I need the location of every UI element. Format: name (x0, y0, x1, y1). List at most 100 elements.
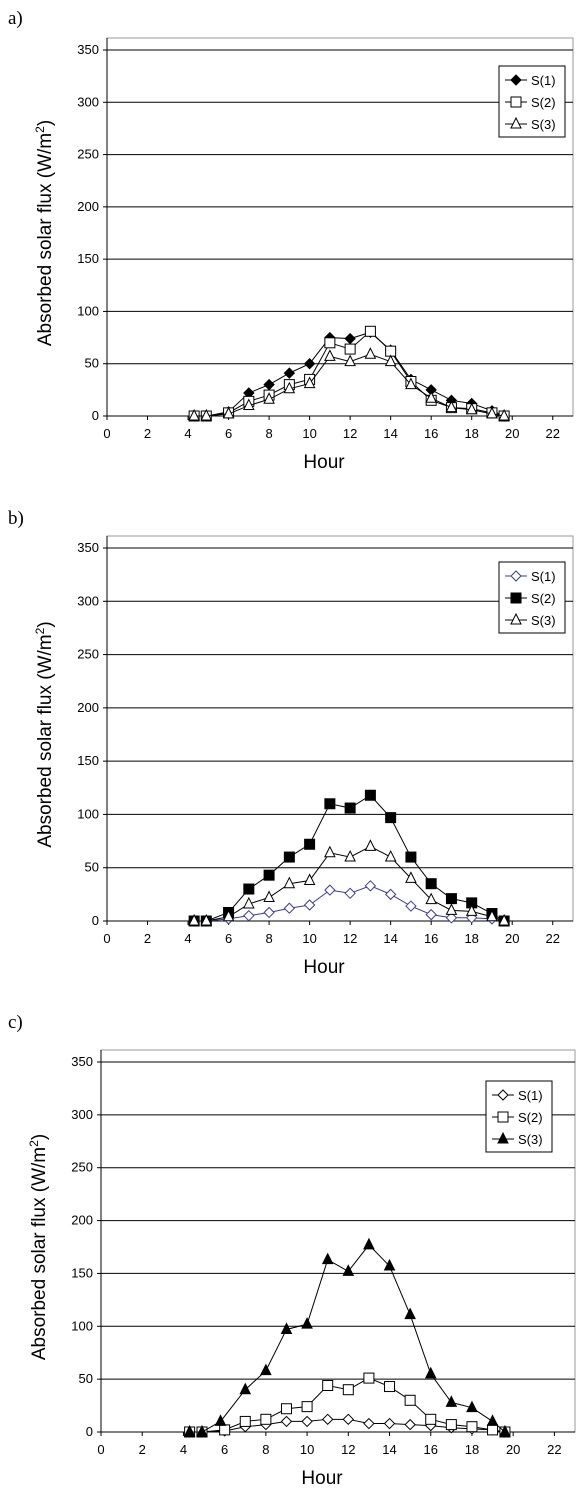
data-point (324, 884, 336, 896)
x-tick-label: 18 (465, 1442, 479, 1457)
legend-marker (497, 1111, 509, 1123)
data-point (222, 909, 235, 922)
legend-entry: S(1) (518, 1088, 543, 1103)
legend-entry: S(1) (531, 73, 556, 88)
x-tick-label: 16 (424, 426, 438, 441)
data-point (404, 1418, 416, 1431)
data-point (304, 838, 316, 850)
data-point (364, 789, 376, 801)
data-point (324, 845, 336, 858)
data-point (283, 367, 296, 379)
data-point (344, 887, 356, 899)
x-tick-label: 20 (506, 1442, 520, 1457)
data-point (499, 1424, 511, 1437)
data-point (243, 398, 255, 411)
panel-label-a: a) (8, 8, 23, 29)
y-tick-label: 250 (71, 1160, 93, 1175)
data-point (466, 1421, 478, 1433)
data-point (280, 1322, 293, 1334)
legend-marker (510, 116, 522, 129)
y-tick-label: 150 (77, 753, 99, 768)
data-point (283, 851, 295, 863)
panel-c: c) 0 50 100 150 200 250 300 350 0 2 4 6 8 10 12 14 16 18 2… (0, 1000, 578, 1503)
data-point (465, 402, 478, 415)
x-tick-label: 4 (184, 931, 191, 946)
data-point (280, 1403, 292, 1415)
series-3 (188, 347, 510, 421)
data-point (445, 1395, 458, 1407)
legend-entry: S(2) (531, 591, 556, 606)
x-tick-label: 6 (225, 931, 232, 946)
data-point (283, 876, 296, 889)
data-point (445, 400, 458, 413)
x-tick-label: 20 (505, 426, 519, 441)
legend: S(1) S(2) S(3) (498, 561, 566, 634)
legend-entry: S(3) (531, 117, 556, 132)
data-point (425, 892, 437, 905)
data-point (303, 358, 316, 370)
data-point (364, 325, 376, 337)
x-tick-label: 6 (225, 426, 232, 441)
y-tick-label: 100 (71, 1318, 93, 1333)
data-point (188, 913, 200, 926)
data-point (321, 1413, 334, 1426)
x-tick-label: 22 (546, 426, 560, 441)
y-tick-label: 350 (71, 1054, 93, 1069)
y-axis-title: Absorbed solar flux (W/m2) (27, 1134, 50, 1360)
data-point (404, 1307, 416, 1320)
y-axis-title-superscript: 2 (27, 1140, 41, 1147)
data-point (321, 1252, 334, 1265)
data-point (384, 354, 397, 367)
legend-entry: S(1) (531, 569, 556, 584)
data-point (486, 406, 498, 419)
panel-label-b: b) (8, 508, 24, 529)
y-tick-label: 350 (77, 42, 99, 57)
data-point (344, 343, 356, 355)
x-tick-label: 4 (184, 426, 191, 441)
data-point (425, 878, 437, 890)
y-tick-label: 0 (86, 1424, 93, 1439)
data-point (219, 1424, 231, 1436)
data-point (425, 1413, 437, 1425)
data-point (383, 1258, 396, 1271)
data-point (498, 913, 510, 926)
data-point (283, 902, 296, 914)
data-point (425, 908, 437, 921)
y-tick-label: 150 (77, 251, 99, 266)
data-point (324, 798, 336, 810)
data-point (301, 1415, 313, 1428)
y-axis-title-main: Absorbed solar flux (W/m (35, 634, 56, 847)
x-tick-label: 20 (505, 931, 519, 946)
x-tick-label: 2 (139, 1442, 146, 1457)
legend-marker (510, 74, 522, 86)
data-point (424, 1366, 437, 1379)
x-tick-label: 8 (265, 426, 272, 441)
y-tick-label: 300 (77, 593, 99, 608)
x-tick-label: 22 (546, 931, 560, 946)
legend-entry: S(3) (531, 613, 556, 628)
data-point (364, 839, 377, 851)
x-tick-label: 12 (343, 426, 357, 441)
data-point (384, 1381, 396, 1393)
data-point (445, 903, 458, 915)
legend-marker (510, 612, 522, 625)
data-point (200, 913, 213, 926)
x-tick-label: 4 (180, 1442, 187, 1457)
x-tick-label: 10 (302, 426, 316, 441)
y-tick-label: 200 (71, 1213, 93, 1228)
x-tick-label: 8 (262, 1442, 269, 1457)
y-tick-label: 150 (71, 1265, 93, 1280)
x-tick-label: 12 (343, 931, 357, 946)
x-tick-label: 2 (144, 931, 151, 946)
data-point (445, 893, 457, 905)
x-tick-label: 14 (383, 931, 397, 946)
data-point (363, 1372, 375, 1384)
data-point (344, 849, 356, 862)
data-point (303, 873, 316, 886)
data-point (342, 1413, 355, 1426)
legend-entry: S(2) (531, 95, 556, 110)
data-point (263, 906, 275, 919)
data-point (324, 337, 336, 349)
